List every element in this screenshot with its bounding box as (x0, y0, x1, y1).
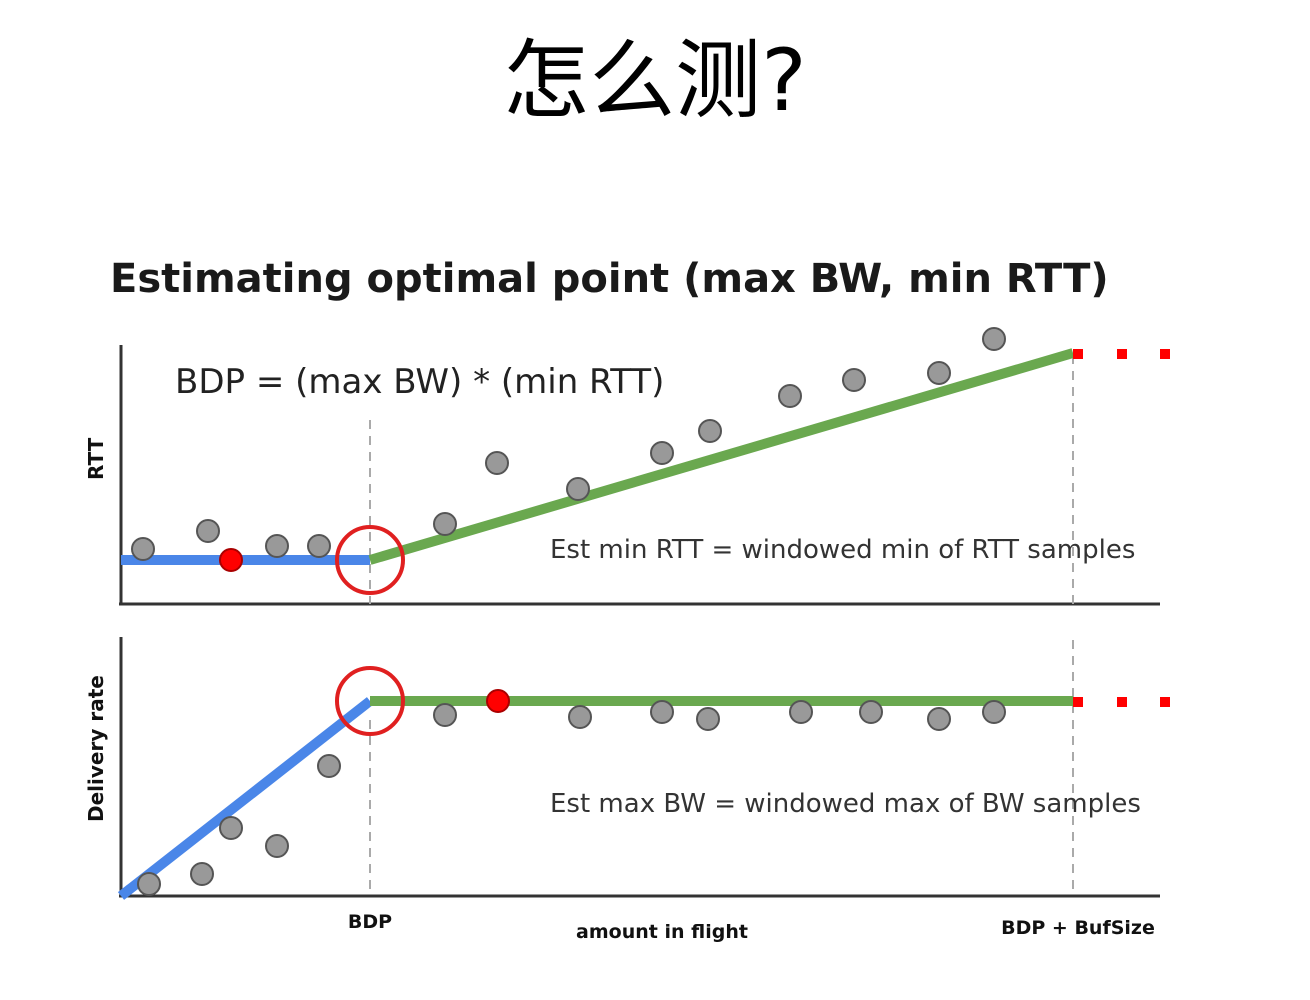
rtt-sample (131, 537, 155, 561)
rate-sample (265, 834, 289, 858)
rtt-samples (131, 327, 1006, 561)
rate-max-sample (486, 689, 510, 713)
rate-sample (219, 816, 243, 840)
slide-title: 怎么测? (503, 31, 807, 131)
rate-sample (859, 700, 883, 724)
rate-rising-line (117, 697, 374, 900)
rate-samples (137, 700, 1006, 896)
bdp-formula: BDP = (max BW) * (min RTT) (175, 362, 664, 402)
extension-dot (1073, 697, 1083, 707)
rtt-sample (842, 368, 866, 392)
rtt-sample (485, 451, 509, 475)
x-axis-label: amount in flight (576, 921, 748, 943)
rtt-sample (982, 327, 1006, 351)
rtt-sample (433, 512, 457, 536)
rtt-sample (265, 534, 289, 558)
min-rtt-note: Est min RTT = windowed min of RTT sample… (550, 535, 1135, 565)
rtt-axis-label: RTT (84, 437, 108, 480)
rate-sample (696, 707, 720, 731)
rate-sample (433, 703, 457, 727)
rate-sample (190, 862, 214, 886)
rtt-optimal-point-circle (335, 525, 405, 595)
x-tick-bdp-bufsize: BDP + BufSize (1001, 917, 1155, 939)
rtt-min-sample (219, 548, 243, 572)
rtt-sample (698, 419, 722, 443)
rate-sample (789, 700, 813, 724)
max-bw-note: Est max BW = windowed max of BW samples (550, 789, 1141, 819)
rate-extension-dots (1073, 697, 1170, 707)
extension-dot (1117, 349, 1127, 359)
rtt-sample (650, 441, 674, 465)
rate-sample (650, 700, 674, 724)
rate-sample (137, 872, 161, 896)
rtt-sample (307, 534, 331, 558)
extension-dot (1160, 349, 1170, 359)
figure-title: Estimating optimal point (max BW, min RT… (110, 256, 1109, 302)
rate-sample (927, 707, 951, 731)
rtt-sample (566, 477, 590, 501)
rate-sample (317, 754, 341, 778)
extension-dot (1160, 697, 1170, 707)
rtt-sample (778, 384, 802, 408)
x-tick-bdp: BDP (348, 911, 392, 933)
rate-sample (568, 705, 592, 729)
rtt-panel: RTT BDP = (max BW) * (min RTT) Est min R… (84, 327, 1170, 606)
rate-optimal-point-circle (335, 666, 405, 736)
rtt-extension-dots (1073, 349, 1170, 359)
rate-sample (982, 700, 1006, 724)
delivery-rate-panel: Delivery rate Est max BW = windowed max … (84, 637, 1170, 900)
extension-dot (1073, 349, 1083, 359)
rtt-sample (927, 361, 951, 385)
extension-dot (1117, 697, 1127, 707)
rtt-sample (196, 519, 220, 543)
rtt-rising-line (368, 348, 1075, 565)
rate-axis-label: Delivery rate (84, 675, 108, 822)
